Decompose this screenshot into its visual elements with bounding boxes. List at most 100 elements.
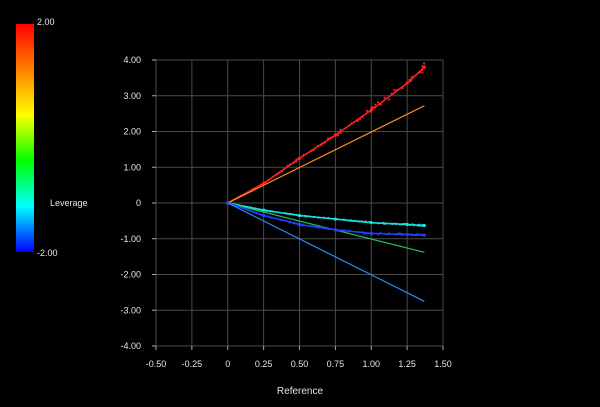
data-point — [347, 230, 350, 233]
data-point — [267, 215, 270, 218]
data-point — [326, 226, 329, 229]
data-point — [284, 212, 287, 215]
data-point — [410, 76, 413, 79]
data-point — [332, 135, 335, 138]
data-point — [334, 218, 337, 221]
y-tick-labels: 4.00 3.00 2.00 1.00 0 -1.00 -2.00 -3.00 -4.00 — [120, 55, 156, 351]
data-point — [318, 226, 321, 229]
x-tick-label: 0.25 — [255, 359, 273, 369]
data-point — [339, 128, 342, 131]
y-tick-label: -3.00 — [120, 305, 141, 315]
data-point — [348, 229, 351, 232]
x-tick-label: 1.50 — [434, 359, 452, 369]
data-point — [339, 132, 342, 135]
data-series — [226, 62, 426, 302]
data-point — [286, 164, 289, 167]
data-point — [335, 229, 338, 232]
data-point — [422, 233, 425, 236]
data-point — [265, 215, 268, 218]
data-point — [405, 81, 409, 85]
data-point — [365, 232, 368, 235]
data-point — [282, 168, 285, 171]
data-point — [316, 144, 319, 147]
y-tick-label: -4.00 — [120, 341, 141, 351]
data-point — [362, 220, 365, 223]
y-tick-label: 2.00 — [123, 127, 141, 137]
data-point — [374, 105, 377, 108]
data-point — [310, 149, 313, 152]
data-point — [393, 222, 396, 225]
data-point — [286, 212, 289, 215]
data-point — [324, 227, 327, 230]
colorbar-title: Leverage — [50, 198, 88, 208]
data-point — [370, 110, 373, 113]
data-point — [384, 222, 387, 225]
data-point — [371, 232, 374, 235]
data-point — [401, 223, 404, 226]
data-point — [288, 163, 291, 166]
y-tick-label: -2.00 — [120, 270, 141, 280]
data-point — [300, 214, 303, 217]
data-point — [253, 187, 256, 190]
data-point — [398, 232, 401, 235]
data-point — [388, 232, 391, 235]
data-point — [259, 183, 262, 186]
data-point — [376, 101, 379, 104]
data-point — [316, 216, 319, 219]
data-point — [296, 223, 299, 226]
data-point — [388, 98, 391, 101]
x-tick-label: 0.75 — [327, 359, 345, 369]
data-point — [304, 215, 307, 218]
data-point — [395, 88, 398, 91]
data-point — [370, 232, 373, 235]
data-point — [377, 103, 380, 106]
data-point — [356, 119, 359, 122]
data-point — [421, 65, 424, 68]
data-point — [406, 223, 409, 226]
data-point — [346, 219, 349, 222]
colorbar: 2.00 -2.00 Leverage — [16, 17, 88, 258]
data-point — [292, 213, 295, 216]
data-point — [404, 223, 407, 226]
data-point — [264, 181, 267, 184]
x-tick-label: 1.25 — [398, 359, 416, 369]
data-point — [377, 222, 380, 225]
data-point — [418, 233, 421, 236]
data-point — [318, 216, 321, 219]
data-point — [295, 213, 298, 216]
data-point — [364, 220, 367, 223]
data-point — [350, 219, 353, 222]
data-point — [293, 222, 296, 225]
data-point — [277, 172, 280, 175]
data-point — [422, 65, 426, 69]
data-point — [369, 108, 373, 112]
data-point — [358, 220, 361, 223]
data-point — [411, 233, 414, 236]
data-point — [279, 219, 282, 222]
data-point — [421, 67, 424, 70]
data-point — [323, 141, 326, 144]
data-point — [248, 209, 251, 212]
data-point — [379, 103, 382, 106]
data-point — [421, 71, 424, 74]
data-point — [268, 178, 271, 181]
series-5 — [227, 202, 425, 302]
data-point — [322, 216, 325, 219]
series-band — [227, 66, 425, 204]
data-point — [292, 161, 295, 164]
data-point — [416, 224, 419, 227]
data-point — [327, 137, 330, 140]
data-point — [281, 170, 284, 173]
data-point — [275, 173, 278, 176]
data-point — [300, 224, 303, 227]
data-point — [403, 222, 406, 225]
data-point — [379, 231, 382, 234]
x-tick-label: -0.50 — [146, 359, 167, 369]
data-point — [390, 92, 393, 95]
x-tick-label: 0 — [225, 359, 230, 369]
data-point — [361, 231, 364, 234]
data-point — [298, 214, 301, 217]
data-point — [395, 233, 398, 236]
data-point — [297, 222, 302, 227]
